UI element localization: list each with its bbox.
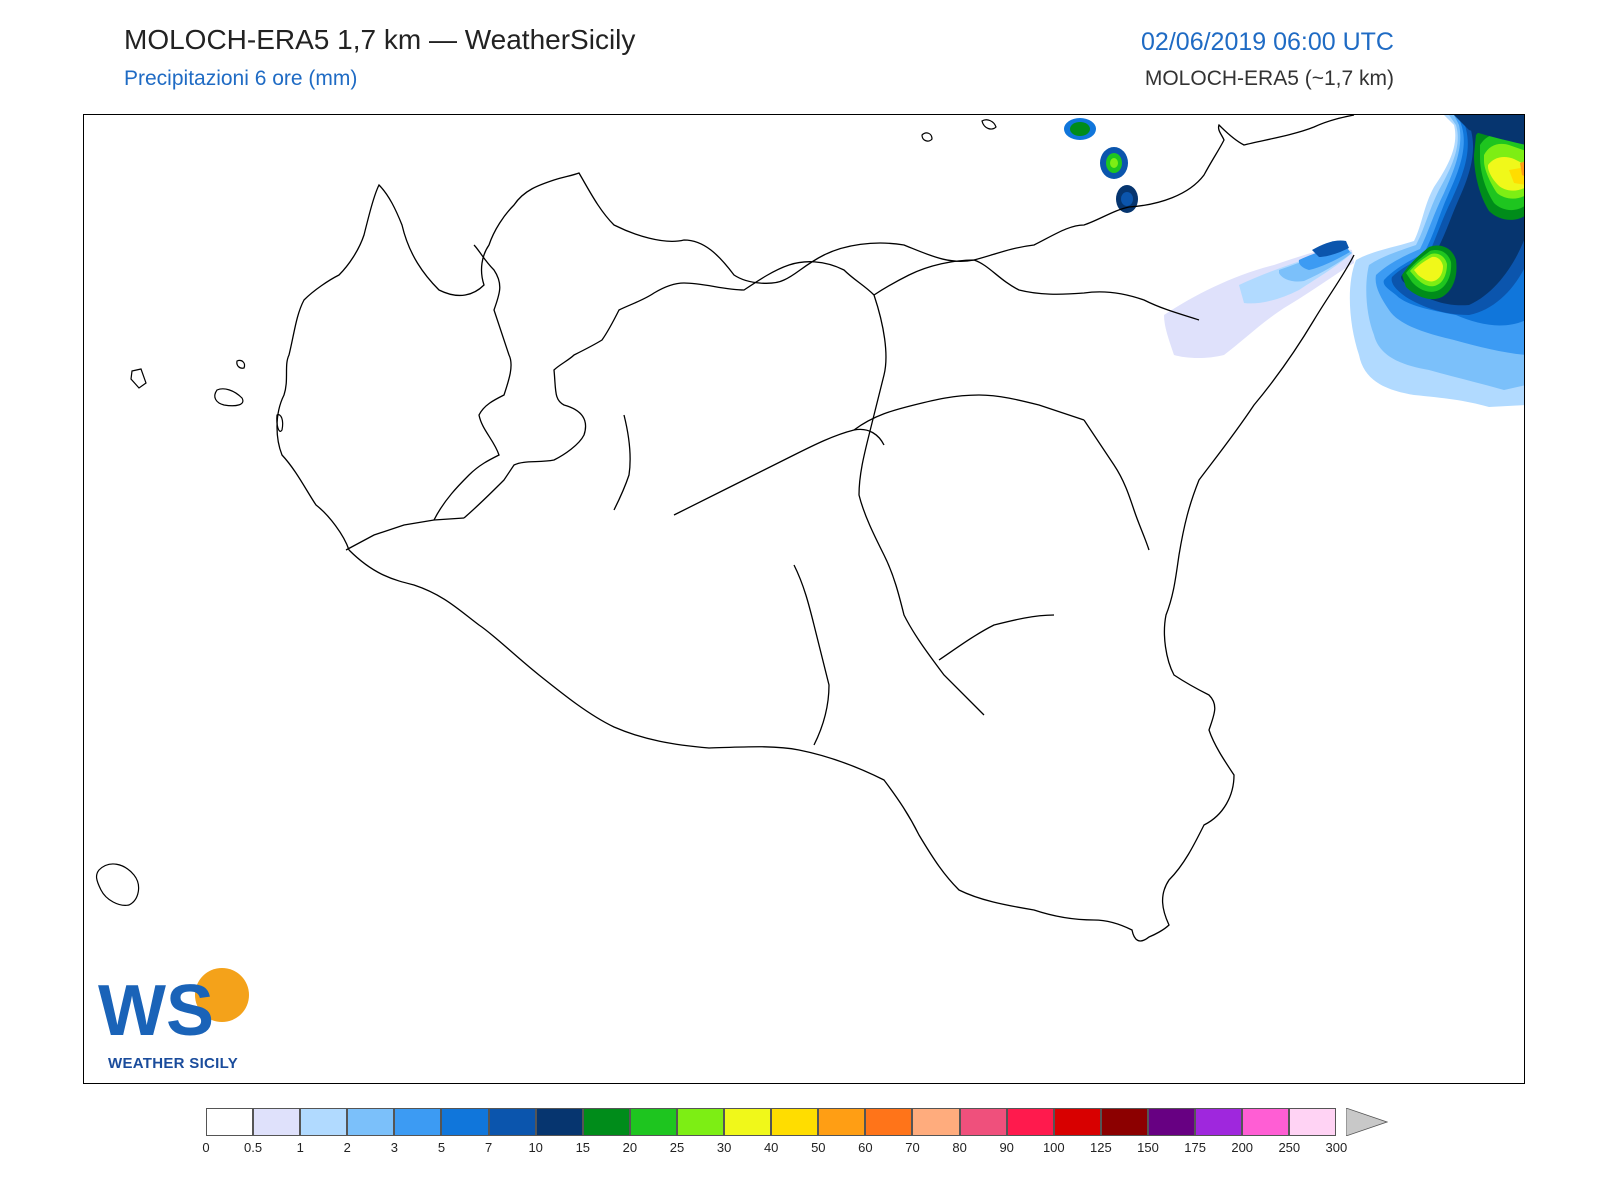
colorbar-tick-label: 15	[575, 1140, 591, 1155]
colorbar-tick-label: 125	[1090, 1140, 1112, 1155]
colorbar-swatch	[676, 1108, 725, 1136]
colorbar-swatch	[394, 1108, 442, 1136]
colorbar-tick-label: 40	[763, 1140, 779, 1155]
colorbar-tick-label: 25	[669, 1140, 685, 1155]
colorbar-tick-label: 90	[999, 1140, 1014, 1155]
colorbar-tick-label: 60	[858, 1140, 873, 1155]
colorbar-tick-label: 5	[437, 1140, 446, 1155]
colorbar-swatch	[300, 1108, 348, 1136]
coastlines	[276, 115, 1355, 942]
logo-ws-letters: WS	[98, 971, 214, 1051]
colorbar-swatch	[206, 1108, 254, 1136]
colorbar-swatch	[629, 1108, 677, 1136]
colorbar-swatch	[1289, 1108, 1337, 1136]
colorbar-swatch	[724, 1108, 772, 1136]
colorbar-swatch	[865, 1108, 913, 1136]
logo-caption: WEATHER SICILY	[108, 1055, 239, 1072]
colorbar-swatch	[535, 1108, 583, 1136]
colorbar-tick-label: 300	[1325, 1140, 1348, 1155]
colorbar-swatch	[488, 1108, 536, 1136]
weathersicily-logo-graphic: WS	[98, 968, 249, 1051]
colorbar-tick-label: 100	[1042, 1140, 1065, 1155]
colorbar-tick-label: 70	[905, 1140, 920, 1155]
map-panel: WS WEATHER SICILY	[83, 114, 1525, 1084]
colorbar-swatch	[912, 1108, 960, 1136]
precip-aeolian-islands	[1064, 118, 1138, 213]
colorbar-swatch	[771, 1108, 819, 1136]
colorbar-swatch	[959, 1108, 1007, 1136]
islands	[95, 119, 997, 906]
precip-calabria	[1349, 115, 1524, 407]
colorbar-tick-label: 0	[202, 1140, 210, 1155]
colorbar-swatch	[441, 1108, 489, 1136]
colorbar-tick-label: 10	[528, 1140, 543, 1155]
model-info: MOLOCH-ERA5 (~1,7 km)	[1144, 67, 1394, 90]
forecast-datetime: 02/06/2019 06:00 UTC	[1141, 28, 1394, 56]
colorbar-tick-label: 50	[811, 1140, 826, 1155]
precip-messina-coast	[1164, 240, 1354, 359]
sicily-map: WS	[95, 115, 1524, 1051]
colorbar-tick-label: 150	[1137, 1140, 1159, 1155]
colorbar-swatch	[818, 1108, 866, 1136]
colorbar-ticks: 0 0.5 1 2 3 5 7 10 15 20 25 30 40 50 60 70 80 90 100 125 150…	[202, 1140, 1347, 1160]
colorbar-swatch	[253, 1108, 301, 1136]
colorbar-tick-label: 200	[1231, 1140, 1254, 1155]
colorbar-tick-label: 7	[484, 1140, 493, 1155]
colorbar-swatch	[1194, 1108, 1243, 1136]
map-title: MOLOCH-ERA5 1,7 km — WeatherSicily	[124, 24, 636, 55]
colorbar-swatch	[1242, 1108, 1290, 1136]
colorbar-tick-label: 250	[1278, 1140, 1301, 1155]
colorbar-swatch	[1147, 1108, 1195, 1136]
colorbar-tick-label: 1	[296, 1140, 304, 1155]
colorbar-tick-label: 175	[1184, 1140, 1206, 1155]
colorbar-swatch	[347, 1108, 395, 1136]
colorbar-tick-label: 80	[952, 1140, 967, 1155]
colorbar-swatch	[582, 1108, 630, 1136]
colorbar-swatch	[1053, 1108, 1101, 1136]
colorbar-tick-label: 2	[343, 1140, 351, 1155]
colorbar	[206, 1108, 1337, 1136]
map-subtitle: Precipitazioni 6 ore (mm)	[124, 67, 358, 90]
colorbar-swatch	[1006, 1108, 1054, 1136]
colorbar-swatch	[1100, 1108, 1148, 1136]
colorbar-overflow-arrow	[1346, 1108, 1388, 1136]
colorbar-tick-label: 3	[390, 1140, 399, 1155]
colorbar-tick-label: 30	[716, 1140, 732, 1155]
colorbar-tick-label: 0.5	[244, 1140, 263, 1155]
colorbar-tick-label: 20	[622, 1140, 638, 1155]
